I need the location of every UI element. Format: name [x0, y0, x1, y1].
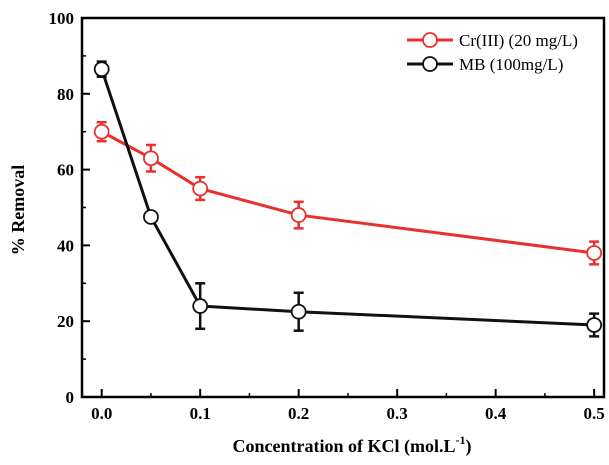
data-point: [93, 123, 110, 140]
legend-marker: [422, 56, 438, 72]
axis-ticks: 0.0 0.1 0.2 0.3 0.4 0.5 0 20 40 60 80 100: [49, 9, 605, 423]
series-line: [100, 68, 595, 327]
y-tick-label: 100: [49, 9, 75, 28]
y-tick-label: 20: [57, 312, 74, 331]
data-point: [290, 303, 307, 320]
data-point: [143, 150, 159, 167]
x-axis-title-sup: -1: [455, 433, 465, 447]
data-point: [192, 180, 209, 197]
legend-marker: [422, 32, 438, 48]
y-tick-label: 80: [57, 85, 74, 104]
series-1: [93, 60, 603, 338]
x-axis-title-main: Concentration of KCl (mol.L: [233, 436, 456, 457]
data-point: [93, 61, 110, 78]
y-tick-label: 40: [57, 236, 74, 255]
plot-frame: [80, 16, 606, 399]
data-point: [192, 298, 209, 314]
x-tick-label: 0.1: [190, 404, 211, 423]
legend-label: MB (100mg/L): [459, 55, 563, 74]
x-tick-label: 0.4: [485, 404, 507, 423]
data-point: [586, 245, 603, 261]
data-point: [290, 207, 307, 223]
x-tick-label: 0.0: [91, 404, 112, 423]
data-point: [586, 317, 603, 333]
y-tick-label: 60: [57, 161, 74, 180]
y-tick-label: 0: [66, 388, 75, 407]
series-line: [100, 130, 595, 255]
y-axis-title: % Removal: [8, 165, 28, 255]
axes: [80, 16, 606, 399]
x-axis-title: Concentration of KCl (mol.L-1): [233, 433, 472, 457]
legend-label: Cr(III) (20 mg/L): [459, 31, 578, 50]
series-0: [93, 120, 603, 266]
data-point: [143, 209, 159, 225]
x-tick-label: 0.3: [387, 404, 408, 423]
x-tick-label: 0.5: [584, 404, 605, 423]
legend: Cr(III) (20 mg/L) MB (100mg/L): [407, 31, 578, 74]
series-layer: [93, 60, 603, 338]
x-axis-title-tail: ): [465, 436, 471, 457]
x-tick-label: 0.2: [288, 404, 309, 423]
